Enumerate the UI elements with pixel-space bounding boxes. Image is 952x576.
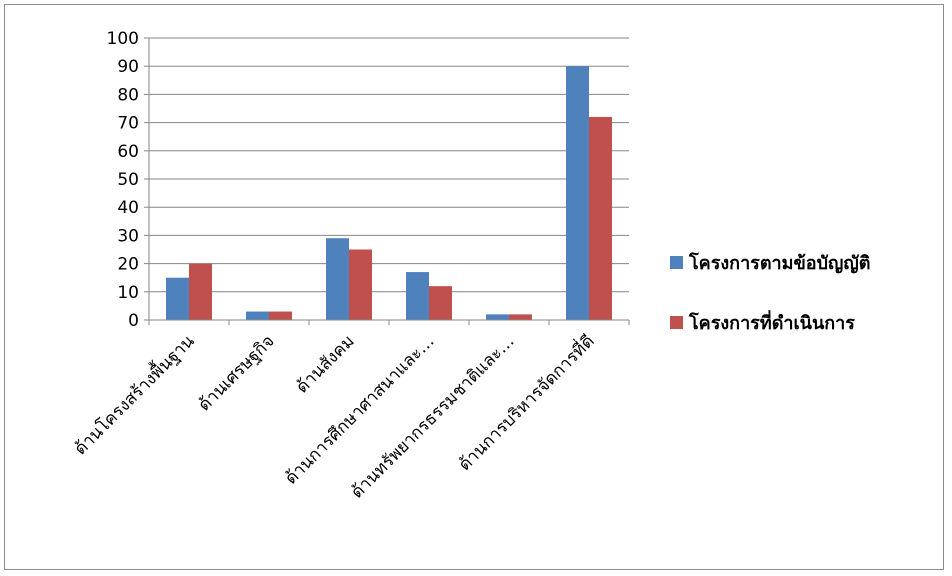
legend-swatch	[670, 316, 683, 329]
y-tick-label: 100	[107, 29, 139, 49]
bar	[349, 249, 372, 320]
x-tick-label: ด้านทรัพยากรธรรมชาติและ…	[347, 331, 518, 502]
bar	[589, 116, 612, 321]
x-tick-label: ด้านเศรษฐกิจ	[195, 331, 279, 415]
legend-swatch	[670, 256, 683, 269]
bar	[166, 277, 189, 320]
bar	[246, 311, 269, 320]
y-tick-label: 20	[117, 255, 139, 275]
bar	[406, 272, 429, 320]
x-tick-label: ด้านโครงสร้างพื้นฐาน	[69, 329, 199, 459]
bar	[269, 311, 292, 320]
legend-label: โครงการที่ดำเนินการ	[688, 310, 855, 334]
y-tick-label: 80	[117, 85, 139, 105]
bar	[509, 314, 532, 320]
y-axis: 0 10 20 30 40 50 60 70 80 90 100	[107, 29, 150, 331]
y-tick-label: 0	[128, 311, 139, 331]
x-tick-label: ด้านการศึกษาศาสนาและ…	[281, 331, 438, 488]
bar-chart: 0 10 20 30 40 50 60 70 80 90 100 ด้านโครงสร้างพื้น…	[69, 29, 871, 503]
y-tick-label: 40	[117, 198, 139, 218]
bar	[566, 66, 589, 320]
legend-label: โครงการตามข้อบัญญัติ	[688, 252, 870, 274]
y-tick-label: 50	[117, 170, 139, 190]
y-tick-label: 30	[117, 226, 139, 246]
y-tick-label: 10	[117, 283, 139, 303]
bar	[189, 263, 212, 320]
x-tick-label: ด้านสังคม	[292, 331, 358, 397]
bar	[429, 286, 452, 320]
y-tick-label: 60	[117, 142, 139, 162]
y-tick-label: 90	[117, 57, 139, 77]
chart-frame: 0 10 20 30 40 50 60 70 80 90 100 ด้านโครงสร้างพื้น…	[4, 4, 944, 570]
x-tick-label: ด้านการบริหารจัดการที่ดี	[453, 329, 599, 475]
bar	[486, 314, 509, 320]
y-tick-label: 70	[117, 114, 139, 134]
gridlines	[149, 37, 629, 293]
bar	[326, 238, 349, 320]
bars	[166, 66, 612, 321]
legend: โครงการตามข้อบัญญัติโครงการที่ดำเนินการ	[670, 252, 870, 334]
